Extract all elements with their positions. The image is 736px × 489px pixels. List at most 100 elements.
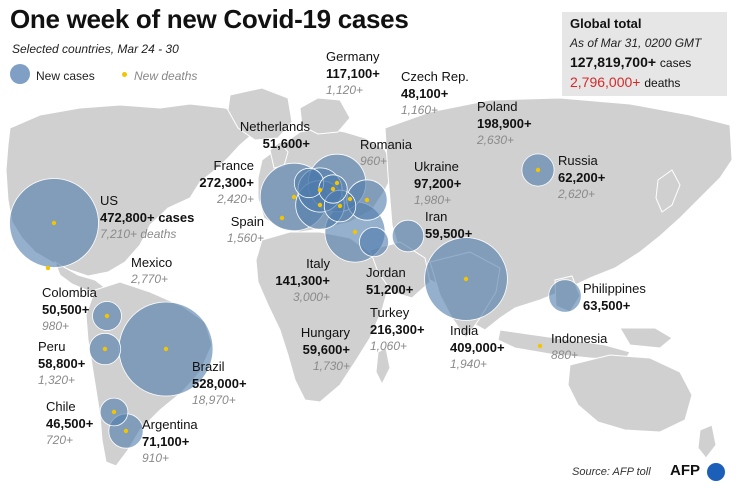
death-dot-chile: [111, 409, 117, 415]
country-cases: 63,500+: [583, 298, 631, 313]
label-mexico: Mexico 2,770+: [131, 254, 172, 288]
label-italy: Italy 141,300+ 3,000+: [262, 255, 330, 306]
country-deaths: 960+: [360, 154, 388, 168]
death-dot-russia: [535, 167, 541, 173]
bubble-jordan: [358, 226, 389, 257]
death-dot-germany: [317, 187, 323, 193]
country-name: Indonesia: [551, 331, 608, 346]
legend-bubble-icon: [10, 64, 30, 84]
global-deaths-unit: deaths: [644, 76, 681, 90]
country-name: Spain: [230, 214, 264, 229]
country-cases: 58,800+: [38, 356, 86, 371]
death-dot-czech: [330, 186, 336, 192]
death-dot-peru: [102, 346, 108, 352]
country-cases: 409,000+: [450, 340, 505, 355]
country-deaths: 2,620+: [558, 187, 596, 201]
country-deaths: 18,970+: [192, 393, 236, 407]
land-japan: [655, 169, 681, 213]
death-dot-spain: [279, 215, 285, 221]
land-scandinavia: [299, 97, 351, 135]
label-iran: Iran 59,500+: [425, 208, 472, 242]
country-deaths: 880+: [551, 348, 579, 362]
country-name: Argentina: [142, 417, 198, 432]
label-hungary: Hungary 59,600+ 1,730+: [282, 324, 350, 375]
country-deaths: 7,210+ deaths: [100, 227, 177, 241]
country-name: Netherlands: [239, 119, 310, 134]
country-deaths: 1,320+: [38, 373, 76, 387]
country-name: Poland: [477, 99, 518, 114]
country-deaths: 2,420+: [216, 192, 254, 206]
country-cases: 528,000+: [192, 376, 247, 391]
country-cases: 62,200+: [558, 170, 606, 185]
global-deaths-value: 2,796,000+: [570, 74, 641, 90]
global-cases-value: 127,819,700+: [570, 54, 657, 70]
bubble-philippines: [548, 279, 582, 313]
label-india: India 409,000+ 1,940+: [450, 322, 505, 373]
page-title: One week of new Covid-19 cases: [10, 4, 409, 34]
label-brazil: Brazil 528,000+ 18,970+: [192, 358, 247, 409]
afp-logo-text: AFP: [670, 462, 700, 479]
death-dot-ukraine: [364, 197, 370, 203]
country-deaths: 2,770+: [131, 272, 169, 286]
country-deaths: 1,940+: [450, 357, 488, 371]
country-cases: 59,500+: [425, 226, 473, 241]
country-cases: 50,500+: [42, 302, 90, 317]
bubble-iran: [391, 219, 425, 253]
label-france: France 272,300+ 2,420+: [186, 157, 254, 208]
label-argentina: Argentina 71,100+ 910+: [142, 416, 198, 467]
country-cases: 51,200+: [366, 282, 414, 297]
country-cases: 46,500+: [46, 416, 94, 431]
country-name: Colombia: [42, 285, 97, 300]
label-colombia: Colombia 50,500+ 980+: [42, 284, 97, 335]
label-indonesia: Indonesia 880+: [551, 330, 607, 364]
country-deaths: 1,560+: [226, 231, 264, 245]
legend-death-dot-icon: [122, 72, 127, 77]
country-name: Chile: [46, 399, 76, 414]
country-cases: 117,100+: [326, 66, 380, 81]
death-dot-romania: [347, 196, 353, 202]
death-dot-us: [51, 220, 57, 226]
country-deaths: 1,980+: [414, 193, 452, 207]
legend-new-deaths-label: New deaths: [134, 69, 198, 83]
country-name: Jordan: [366, 265, 406, 280]
country-name: Iran: [425, 209, 448, 224]
country-name: Russia: [558, 153, 598, 168]
label-spain: Spain 1,560+: [218, 213, 264, 247]
death-dot-india: [463, 276, 469, 282]
label-germany: Germany 117,100+ 1,120+: [326, 48, 380, 99]
country-cases: 97,200+: [414, 176, 462, 191]
country-name: Turkey: [370, 305, 410, 320]
country-name: Ukraine: [414, 159, 459, 174]
country-cases: 51,600+: [262, 136, 310, 151]
country-cases: 472,800+ cases: [100, 210, 195, 225]
land-uk: [269, 141, 289, 169]
death-dot-poland: [334, 180, 340, 186]
label-romania: Romania 960+: [360, 136, 412, 170]
country-name: Philippines: [583, 281, 646, 296]
country-name: India: [450, 323, 479, 338]
country-name: Romania: [360, 137, 413, 152]
label-jordan: Jordan 51,200+: [366, 264, 413, 298]
country-deaths: 1,730+: [312, 359, 350, 373]
country-name: US: [100, 193, 119, 208]
label-turkey: Turkey 216,300+ 1,060+: [370, 304, 425, 355]
global-total-title: Global total: [570, 16, 642, 31]
death-dot-france: [291, 194, 297, 200]
country-deaths: 3,000+: [292, 290, 330, 304]
death-dot-hungary: [337, 203, 343, 209]
page-subtitle: Selected countries, Mar 24 - 30: [12, 42, 179, 56]
country-cases: 216,300+: [370, 322, 425, 337]
label-czech: Czech Rep. 48,100+ 1,160+: [401, 68, 469, 119]
death-dot-argentina: [123, 428, 129, 434]
global-total-box: Global total As of Mar 31, 0200 GMT 127,…: [562, 12, 727, 96]
label-poland: Poland 198,900+ 2,630+: [477, 98, 532, 149]
legend-new-cases-label: New cases: [36, 69, 95, 83]
land-new-guinea: [619, 327, 673, 349]
country-deaths: 1,060+: [370, 339, 408, 353]
death-dot-mexico: [45, 265, 51, 271]
country-cases: 71,100+: [142, 434, 190, 449]
global-total-deaths: 2,796,000+ deaths: [570, 74, 680, 90]
country-name: Brazil: [192, 359, 225, 374]
